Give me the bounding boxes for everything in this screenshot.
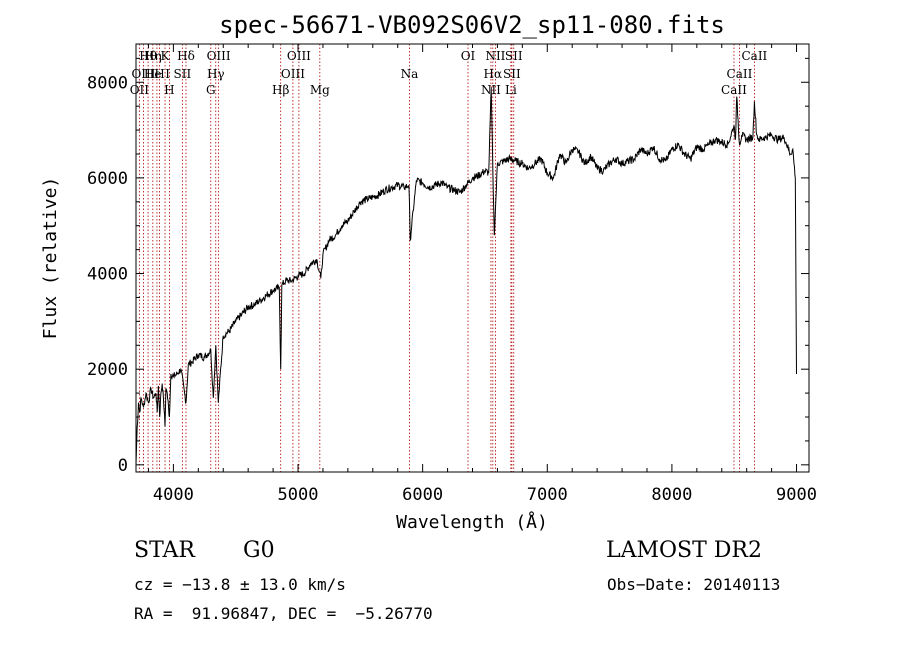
line-label: NII xyxy=(485,49,505,63)
line-label: Hα xyxy=(484,67,503,81)
object-subclass: G0 xyxy=(243,538,275,563)
line-label: Li xyxy=(505,83,517,97)
y-tick-label: 0 xyxy=(118,456,128,476)
line-label: He I xyxy=(144,67,170,81)
y-axis-label: Flux (relative) xyxy=(40,177,61,340)
spectrum-series xyxy=(135,86,797,465)
x-tick-label: 9000 xyxy=(776,485,817,505)
x-tick-label: 5000 xyxy=(278,485,319,505)
line-label: SII xyxy=(174,67,192,81)
line-label: K xyxy=(161,49,171,63)
y-tick-label: 4000 xyxy=(87,265,128,285)
line-label: Hθ xyxy=(139,49,157,63)
line-label: SII xyxy=(505,49,523,63)
axes: 4000 5000 6000 7000 8000 9000 0 2000 4000 6000 800… xyxy=(87,44,817,505)
x-tick-label: 4000 xyxy=(153,485,194,505)
line-label: OIII xyxy=(281,67,305,81)
y-tick-label: 8000 xyxy=(87,73,128,93)
line-label: Hδ xyxy=(177,49,195,63)
x-tick-label: 7000 xyxy=(527,485,568,505)
y-tick-label: 2000 xyxy=(87,360,128,380)
spectrum-line xyxy=(135,86,797,465)
line-label: OII xyxy=(130,83,150,97)
chart-title: spec-56671-VB092S06V2_sp11-080.fits xyxy=(219,11,725,39)
survey-name: LAMOST DR2 xyxy=(606,538,762,563)
line-label: Mg xyxy=(310,83,330,97)
line-label: H xyxy=(164,83,174,97)
line-label: OI xyxy=(461,49,476,63)
object-class: STAR xyxy=(134,538,195,563)
line-label: Hγ xyxy=(207,67,225,81)
line-label: OIII xyxy=(287,49,311,63)
line-label: OIII xyxy=(207,49,231,63)
observation-date: Obs−Date: 20140113 xyxy=(607,575,781,594)
line-label: Hη xyxy=(144,49,162,63)
x-axis-label: Wavelength (Å) xyxy=(396,511,548,533)
y-tick-label: 6000 xyxy=(87,169,128,189)
line-label: SII xyxy=(503,67,521,81)
line-label: CaII xyxy=(727,67,753,81)
line-label: CaII xyxy=(721,83,747,97)
emission-line-markers xyxy=(138,44,755,472)
coordinates: RA = 91.96847, DEC = −5.26770 xyxy=(134,604,433,623)
line-label: H xyxy=(154,67,164,81)
redshift-velocity: cz = −13.8 ± 13.0 km/s xyxy=(134,575,346,594)
line-label: Na xyxy=(401,67,419,81)
line-label: Hβ xyxy=(272,83,289,97)
x-tick-label: 8000 xyxy=(651,485,692,505)
line-label: G xyxy=(206,83,216,97)
plot-frame xyxy=(135,43,810,473)
x-tick-label: 6000 xyxy=(402,485,443,505)
line-label: CaII xyxy=(741,49,767,63)
line-label: OIII xyxy=(131,67,155,81)
